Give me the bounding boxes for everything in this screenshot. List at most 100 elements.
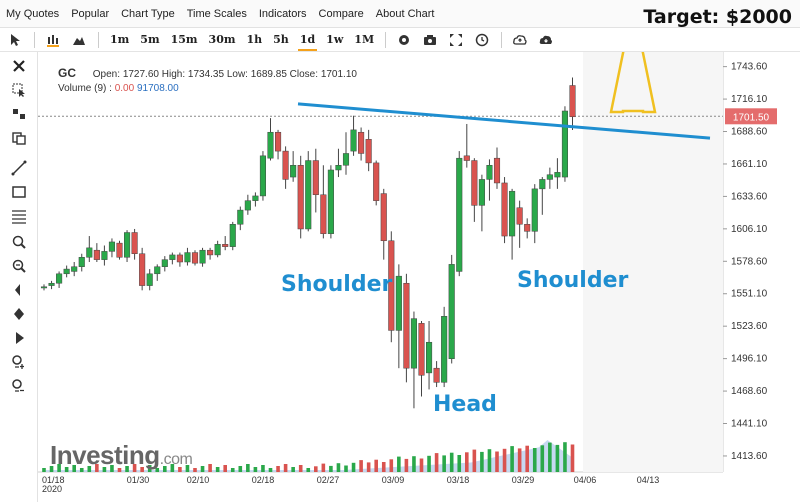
magnet-minus-icon[interactable] [10,378,28,394]
candle-body [40,286,48,289]
volume-bar [117,468,122,472]
rectangle-icon[interactable] [10,184,28,200]
target-arrow [609,52,657,114]
ohlc-legend: GC Open: 1727.60 High: 1734.35 Low: 1689… [58,66,357,80]
high-label: High: [161,69,186,80]
cursor-icon[interactable] [8,33,22,47]
menu-popular[interactable]: Popular [71,7,110,20]
cloud-download-icon[interactable] [539,33,553,47]
marker-icon[interactable] [10,306,28,322]
symbol-label: GC [58,66,76,80]
timeframe-1h[interactable]: 1h [246,33,263,46]
menu-time-scales[interactable]: Time Scales [186,7,247,20]
volume-bar [517,448,522,472]
volume-bar [230,468,235,472]
play-icon[interactable] [10,330,28,346]
y-tick-label: 1468.60 [731,386,768,397]
price-chart[interactable]: 1413.60 1441.10 1468.60 1496.10 1523.60 1551.… [38,52,800,502]
magnet-plus-icon[interactable] [10,354,28,370]
volume-value-b: 91708.00 [136,83,179,94]
fibonacci-icon[interactable] [10,208,28,224]
trendline-icon[interactable] [10,160,28,176]
select-tool-icon[interactable] [10,82,28,98]
candle-body [63,268,70,275]
candle-body [350,129,357,152]
menu-about-chart[interactable]: About Chart [375,7,435,20]
volume-bar [276,466,280,472]
cloud-upload-icon[interactable] [513,33,527,47]
y-tick-label: 1661.10 [731,159,768,170]
volume-bar [163,466,167,472]
volume-divider: : [109,83,115,94]
timeframe-15m[interactable]: 15m [170,33,198,46]
volume-bar [223,465,227,472]
volume-bar [525,445,529,472]
timeframe-1d[interactable]: 1d [297,33,318,51]
volume-bar [291,467,295,472]
menu-chart-type[interactable]: Chart Type [121,7,175,20]
x-tick-label: 03/18 [447,475,470,485]
mountain-type-icon[interactable] [72,33,86,47]
crosshair-icon[interactable] [10,106,28,122]
volume-bar [381,462,386,472]
menu-indicators[interactable]: Indicators [258,7,307,20]
timeframe-5h[interactable]: 5h [273,33,289,46]
candle-body [282,150,289,180]
close-icon[interactable] [10,58,28,74]
timeframe-5m[interactable]: 5m [140,33,160,46]
candle-body [244,200,251,211]
timeframe-1m[interactable]: 1m [110,33,130,46]
candle-body [48,282,55,286]
copy-icon[interactable] [10,130,28,146]
x-tick-label: 03/09 [382,475,405,485]
volume-bar [95,464,99,472]
volume-bar [540,445,545,472]
candle-body [486,165,493,180]
x-tick-label: 02/18 [252,475,275,485]
candle-body [395,275,402,331]
volume-bar [434,453,439,472]
camera-icon[interactable] [423,33,437,47]
candle-body [365,139,372,164]
timeframe-1M[interactable]: 1M [354,33,375,46]
menu-compare[interactable]: Compare [318,7,364,20]
target-label: Target: $2000 [643,6,792,28]
volume-bar [563,442,567,472]
volume-label: Volume [58,83,92,94]
zoom-in-icon[interactable] [10,234,28,250]
candle-body [214,244,221,256]
y-tick-label: 1716.10 [731,94,768,105]
volume-bar [351,462,356,472]
eraser-icon[interactable] [10,282,28,298]
timeframe-1w[interactable]: 1w [326,33,344,46]
volume-bar [555,444,560,472]
menu-my-quotes[interactable]: My Quotes [6,7,60,20]
candle-body [501,182,508,237]
candle-body [312,160,319,196]
zoom-out-icon[interactable] [10,258,28,274]
candle-body [93,249,100,260]
candlestick-type-icon[interactable] [46,33,60,47]
fullscreen-icon[interactable] [449,33,463,47]
clock-icon[interactable] [475,33,489,47]
y-tick-label: 1523.60 [731,321,768,332]
candle-body [335,165,342,171]
candle-body [569,85,576,118]
investing-watermark: Investing.com [50,440,193,471]
candle-body [380,193,387,242]
volume-bar [72,465,76,472]
candle-body [441,316,448,383]
timeframe-30m[interactable]: 30m [208,33,236,46]
volume-bar [283,464,288,472]
x-tick-label: 02/10 [187,475,210,485]
volume-bar [374,459,378,472]
settings-gear-icon[interactable] [397,33,411,47]
volume-bar [246,464,250,472]
volume-bar [49,466,54,472]
candle-body [471,160,478,206]
candle-body [191,252,199,264]
candle-body [207,249,214,256]
watermark-brand: Investing [50,440,160,470]
candle-body [433,367,440,383]
menu-bar: My Quotes Popular Chart Type Time Scales… [0,0,800,28]
